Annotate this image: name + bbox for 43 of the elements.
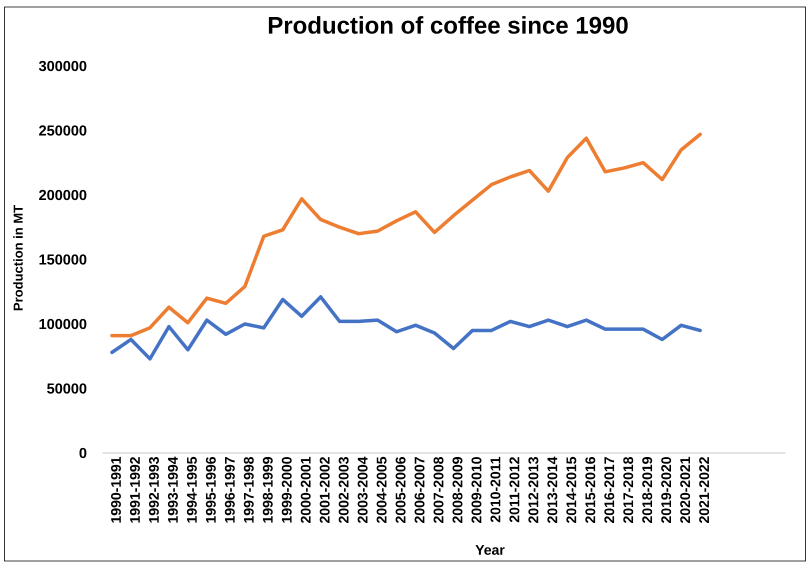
x-tick-label: 2008-2009 bbox=[452, 457, 462, 523]
x-tick-label: 2012-2013 bbox=[528, 457, 538, 523]
y-tick-label: 200000 bbox=[39, 190, 86, 200]
y-tick-label: 100000 bbox=[40, 318, 86, 330]
x-tick-label: 1998-1999 bbox=[262, 457, 273, 523]
x-tick-label: 2009-2010 bbox=[472, 457, 482, 523]
x-tick-label: 2001-2002 bbox=[320, 457, 330, 523]
line-series bbox=[110, 132, 702, 338]
x-tick-label: 2016-2017 bbox=[604, 457, 614, 523]
x-tick-label: 1994-1995 bbox=[186, 456, 197, 523]
y-tick-label: 50000 bbox=[47, 383, 86, 394]
x-tick-label: 1991-1992 bbox=[130, 457, 140, 523]
x-tick-label: 2017-2018 bbox=[623, 456, 634, 523]
x-tick-label: 1990-1991 bbox=[111, 456, 121, 523]
x-tick-label: 2021-2022 bbox=[699, 457, 710, 523]
x-tick-label: 1999-2000 bbox=[282, 457, 292, 523]
x-tick-label: 2015-2016 bbox=[585, 457, 596, 523]
x-tick-label: 2019-2020 bbox=[661, 457, 672, 523]
x-tick-label: 2014-2015 bbox=[566, 456, 576, 523]
y-tick-label: 300000 bbox=[38, 60, 86, 72]
x-tick-label: 2018-2019 bbox=[642, 457, 652, 523]
x-tick-label: 2002-2003 bbox=[338, 457, 349, 523]
y-tick-label: 0 bbox=[79, 448, 86, 458]
y-axis-title: Production in MT bbox=[13, 205, 23, 310]
x-tick-label: 1996-1997 bbox=[224, 457, 235, 523]
x-tick-label: 1995-1996 bbox=[206, 457, 216, 523]
x-tick-label: 2006-2007 bbox=[414, 457, 425, 523]
x-tick-label: 2007-2008 bbox=[434, 456, 444, 523]
x-tick-label: 2010-2011 bbox=[490, 456, 500, 522]
x-tick-label: 2004-2005 bbox=[376, 456, 387, 523]
x-tick-label: 2013-2014 bbox=[547, 456, 558, 523]
y-tick-label: 250000 bbox=[39, 125, 86, 136]
x-tick-label: 2003-2004 bbox=[358, 456, 368, 523]
x-axis-title: Year bbox=[475, 545, 505, 555]
x-tick-label: 2011-2012 bbox=[509, 457, 520, 522]
y-tick-label: 150000 bbox=[40, 254, 86, 265]
x-tick-label: 2005-2006 bbox=[396, 457, 406, 523]
x-tick-label: 2020-2021 bbox=[680, 456, 690, 523]
x-tick-label: 1992-1993 bbox=[148, 457, 159, 523]
x-tick-label: 2000-2001 bbox=[300, 456, 311, 523]
x-tick-label: 1993-1994 bbox=[168, 456, 178, 523]
chart-title: Production of coffee since 1990 bbox=[268, 16, 628, 34]
x-tick-label: 1997-1998 bbox=[244, 456, 254, 523]
